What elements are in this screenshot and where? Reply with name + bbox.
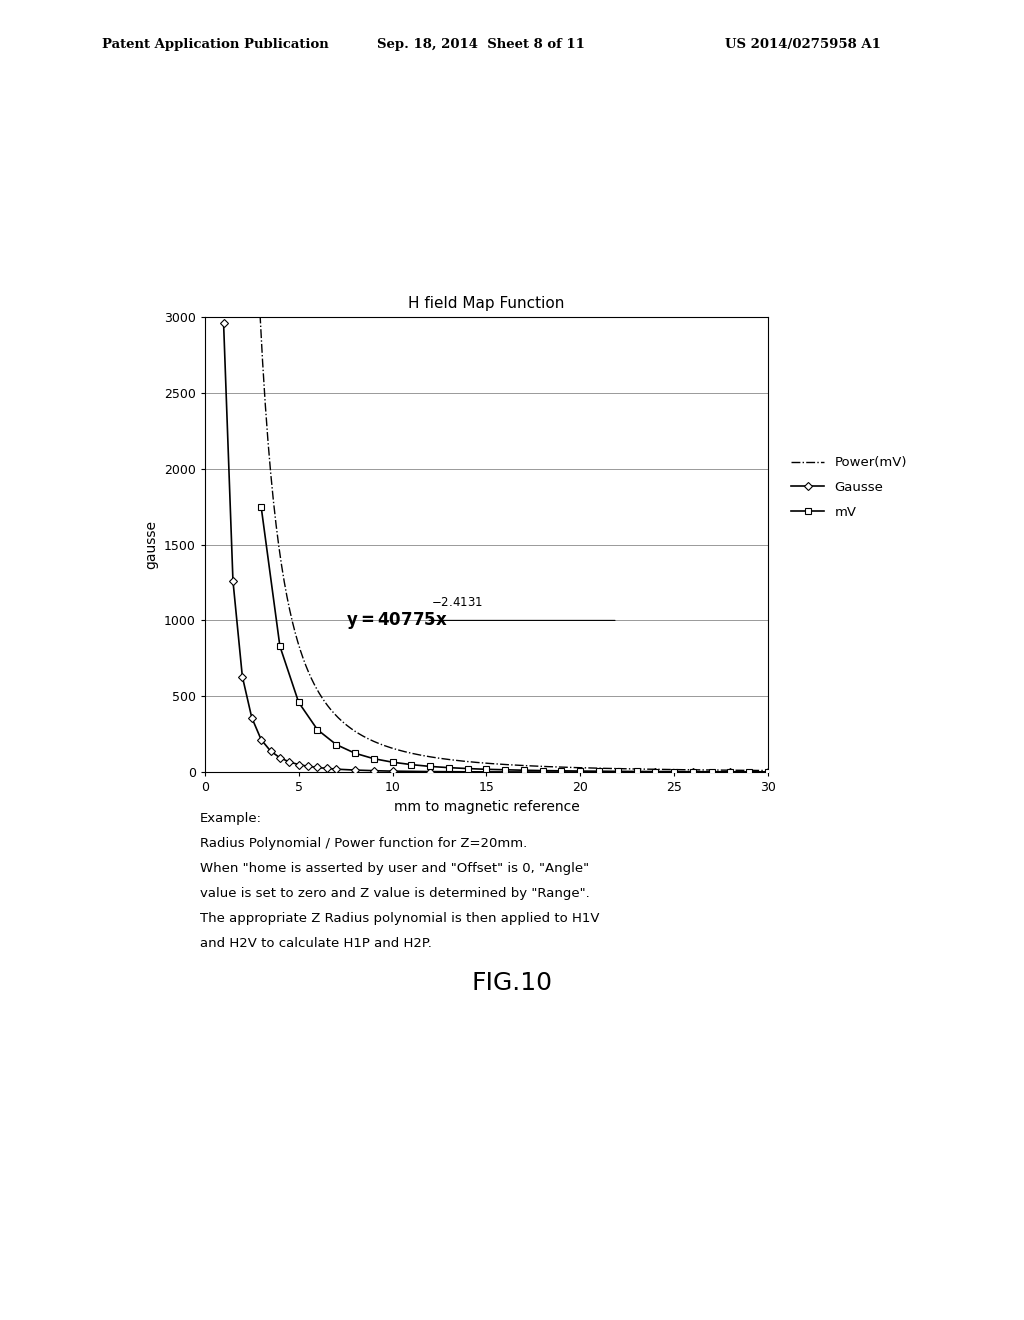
- mV: [574, 763, 587, 779]
- Gausse: [321, 760, 333, 776]
- Line: Power(mV): Power(mV): [227, 302, 768, 771]
- Text: FIG.10: FIG.10: [471, 972, 553, 995]
- Legend: Power(mV), Gausse, mV: Power(mV), Gausse, mV: [785, 451, 912, 524]
- Gausse: [217, 315, 229, 331]
- Text: The appropriate Z Radius polynomial is then applied to H1V: The appropriate Z Radius polynomial is t…: [200, 912, 599, 925]
- Gausse: [302, 759, 314, 775]
- Text: US 2014/0275958 A1: US 2014/0275958 A1: [725, 38, 881, 51]
- mV: [631, 763, 643, 779]
- Gausse: [255, 731, 267, 747]
- Gausse: [611, 764, 624, 780]
- Gausse: [368, 763, 380, 779]
- Gausse: [762, 764, 774, 780]
- mV: [462, 760, 474, 776]
- Text: Patent Application Publication: Patent Application Publication: [102, 38, 329, 51]
- Gausse: [283, 754, 296, 770]
- Power(mV): [435, 751, 447, 767]
- Gausse: [311, 759, 324, 775]
- mV: [386, 754, 398, 770]
- Text: Sep. 18, 2014  Sheet 8 of 11: Sep. 18, 2014 Sheet 8 of 11: [377, 38, 586, 51]
- Text: and H2V to calculate H1P and H2P.: and H2V to calculate H1P and H2P.: [200, 937, 431, 950]
- Gausse: [574, 764, 587, 780]
- mV: [442, 760, 455, 776]
- Gausse: [330, 762, 342, 777]
- Text: Example:: Example:: [200, 812, 262, 825]
- Title: H field Map Function: H field Map Function: [409, 297, 564, 312]
- mV: [330, 737, 342, 752]
- Power(mV): [561, 759, 573, 775]
- Text: $-2.4131$: $-2.4131$: [431, 595, 483, 609]
- Line: mV: mV: [258, 504, 771, 775]
- mV: [687, 764, 699, 780]
- mV: [706, 764, 718, 780]
- mV: [668, 764, 680, 780]
- mV: [406, 756, 418, 772]
- Y-axis label: gausse: gausse: [144, 520, 159, 569]
- Gausse: [237, 669, 249, 685]
- mV: [293, 694, 305, 710]
- Text: value is set to zero and Z value is determined by "Range".: value is set to zero and Z value is dete…: [200, 887, 590, 900]
- mV: [762, 764, 774, 780]
- mV: [480, 762, 493, 777]
- Power(mV): [762, 763, 774, 779]
- Power(mV): [614, 760, 627, 776]
- mV: [743, 764, 756, 780]
- mV: [255, 499, 267, 515]
- Line: Gausse: Gausse: [221, 319, 771, 775]
- mV: [368, 751, 380, 767]
- Gausse: [537, 764, 549, 780]
- mV: [424, 759, 436, 775]
- Power(mV): [611, 760, 624, 776]
- Power(mV): [287, 614, 299, 630]
- Gausse: [246, 710, 258, 726]
- Gausse: [273, 750, 286, 766]
- Text: $\mathbf{y = 40775x}$: $\mathbf{y = 40775x}$: [346, 610, 447, 631]
- Gausse: [649, 764, 662, 780]
- mV: [724, 764, 736, 780]
- Gausse: [264, 743, 276, 759]
- Gausse: [687, 764, 699, 780]
- Power(mV): [397, 743, 410, 759]
- Gausse: [386, 763, 398, 779]
- mV: [537, 763, 549, 779]
- mV: [499, 762, 511, 777]
- Text: Radius Polynomial / Power function for Z=20mm.: Radius Polynomial / Power function for Z…: [200, 837, 527, 850]
- mV: [349, 746, 361, 762]
- Gausse: [499, 764, 511, 780]
- X-axis label: mm to magnetic reference: mm to magnetic reference: [393, 800, 580, 814]
- Gausse: [724, 764, 736, 780]
- Gausse: [293, 756, 305, 772]
- mV: [555, 763, 567, 779]
- mV: [649, 764, 662, 780]
- Text: When "home is asserted by user and "Offset" is 0, "Angle": When "home is asserted by user and "Offs…: [200, 862, 589, 875]
- mV: [593, 763, 605, 779]
- Gausse: [424, 764, 436, 780]
- mV: [611, 763, 624, 779]
- Gausse: [349, 762, 361, 777]
- Gausse: [462, 764, 474, 780]
- Gausse: [227, 573, 240, 589]
- mV: [273, 639, 286, 655]
- mV: [518, 763, 530, 779]
- mV: [311, 722, 324, 738]
- Power(mV): [221, 294, 233, 310]
